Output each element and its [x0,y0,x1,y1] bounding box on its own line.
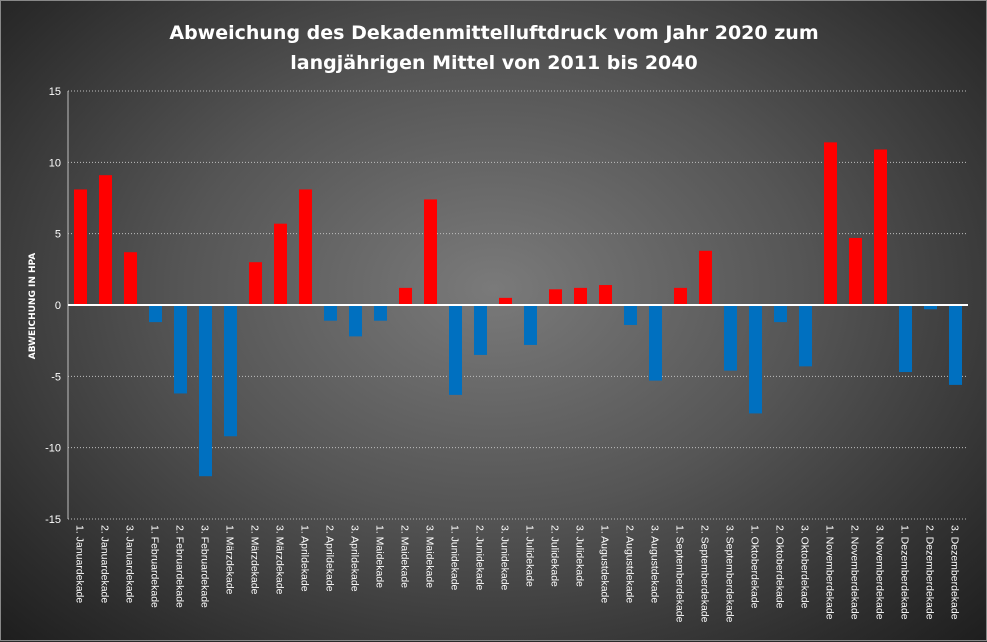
x-tick-label: 2. Novemberdekade [849,525,861,620]
y-axis-label: ABWEICHUNG IN HPA [28,253,38,360]
bar-35 [924,305,937,310]
y-tick-label: -15 [45,514,61,526]
x-tick-label: 1. Dezemberdekade [899,525,911,620]
bar-14 [399,287,412,305]
y-tick-label: -5 [51,371,61,383]
x-tick-label: 3. Oktoberdekade [799,525,811,609]
x-tick-label: 3. Aprildekade [349,525,361,592]
x-tick-label: 1. Augustdekade [599,525,611,603]
x-tick-label: 2. Märzdekade [249,525,261,595]
x-tick-label: 3. Junidekade [499,525,511,591]
y-tick-label: -10 [45,443,61,455]
bar-5 [174,305,187,394]
bar-15 [424,199,437,305]
y-tick-label: 0 [55,300,61,312]
bar-6 [199,305,212,477]
x-tick-label: 2. Junidekade [474,525,486,591]
x-tick-label: 3. Augustdekade [649,525,661,603]
x-tick-label: 3. Novemberdekade [874,525,886,620]
bar-19 [524,305,537,345]
bar-10 [299,189,312,305]
gridlines [67,90,968,520]
bar-13 [374,305,387,321]
bar-32 [849,237,862,305]
bar-2 [99,175,112,305]
x-tick-label: 1. Novemberdekade [824,525,836,620]
bar-8 [249,262,262,305]
x-axis-ticks: 1. Januardekade 2. Januardekade 3. Januard… [74,525,961,623]
x-tick-label: 1. Aprildekade [299,525,311,592]
x-tick-label: 2. Februardekade [174,525,186,608]
x-tick-label: 1. Junidekade [449,525,461,591]
bar-26 [699,250,712,305]
bar-3 [124,252,137,305]
bar-34 [899,305,912,373]
bar-24 [649,305,662,381]
x-tick-label: 3. Septemberdekade [724,525,736,623]
chart-title-line-2: langjährigen Mittel von 2011 bis 2040 [290,52,697,74]
y-tick-label: 5 [55,229,61,241]
x-tick-label: 1. Januardekade [74,525,86,603]
bar-29 [774,305,787,323]
bar-4 [149,305,162,323]
x-tick-label: 2. Augustdekade [624,525,636,603]
x-tick-label: 1. Julidekade [524,525,536,587]
x-tick-label: 3. Januardekade [124,525,136,603]
x-tick-label: 2. Dezemberdekade [924,525,936,620]
x-tick-label: 2. Aprildekade [324,525,336,592]
x-tick-label: 2. Januardekade [99,525,111,603]
x-tick-label: 1. Maidekade [374,525,386,588]
bar-16 [449,305,462,395]
x-tick-label: 2. Oktoberdekade [774,525,786,609]
bar-7 [224,305,237,437]
x-tick-label: 2. Maidekade [399,525,411,588]
bar-22 [599,285,612,305]
x-tick-label: 1. Septemberdekade [674,525,686,623]
bar-9 [274,223,287,305]
bar-25 [674,287,687,305]
x-tick-label: 3. Februardekade [199,525,211,608]
x-tick-label: 3. Maidekade [424,525,436,588]
x-tick-label: 2. Julidekade [549,525,561,587]
bar-31 [824,142,837,305]
bar-21 [574,287,587,305]
chart-title-line-1: Abweichung des Dekadenmittelluftdruck vo… [169,22,818,44]
bar-11 [324,305,337,321]
bar-20 [549,289,562,305]
bars [74,142,962,477]
x-tick-label: 1. Märzdekade [224,525,236,595]
x-tick-label: 3. Märzdekade [274,525,286,595]
bar-18 [499,297,512,305]
x-tick-label: 3. Julidekade [574,525,586,587]
bar-17 [474,305,487,355]
x-tick-label: 1. Oktoberdekade [749,525,761,609]
bar-12 [349,305,362,337]
x-tick-label: 2. Septemberdekade [699,525,711,623]
y-axis-ticks: 15 10 5 0 -5 -10 -15 [45,86,61,526]
bar-36 [949,305,962,385]
y-tick-label: 10 [49,157,61,169]
bar-27 [724,305,737,371]
bar-30 [799,305,812,367]
bar-33 [874,149,887,305]
y-tick-label: 15 [49,86,61,98]
bar-1 [74,189,87,305]
bar-23 [624,305,637,325]
x-tick-label: 1. Februardekade [149,525,161,608]
x-tick-label: 3. Dezemberdekade [949,525,961,620]
bar-28 [749,305,762,414]
